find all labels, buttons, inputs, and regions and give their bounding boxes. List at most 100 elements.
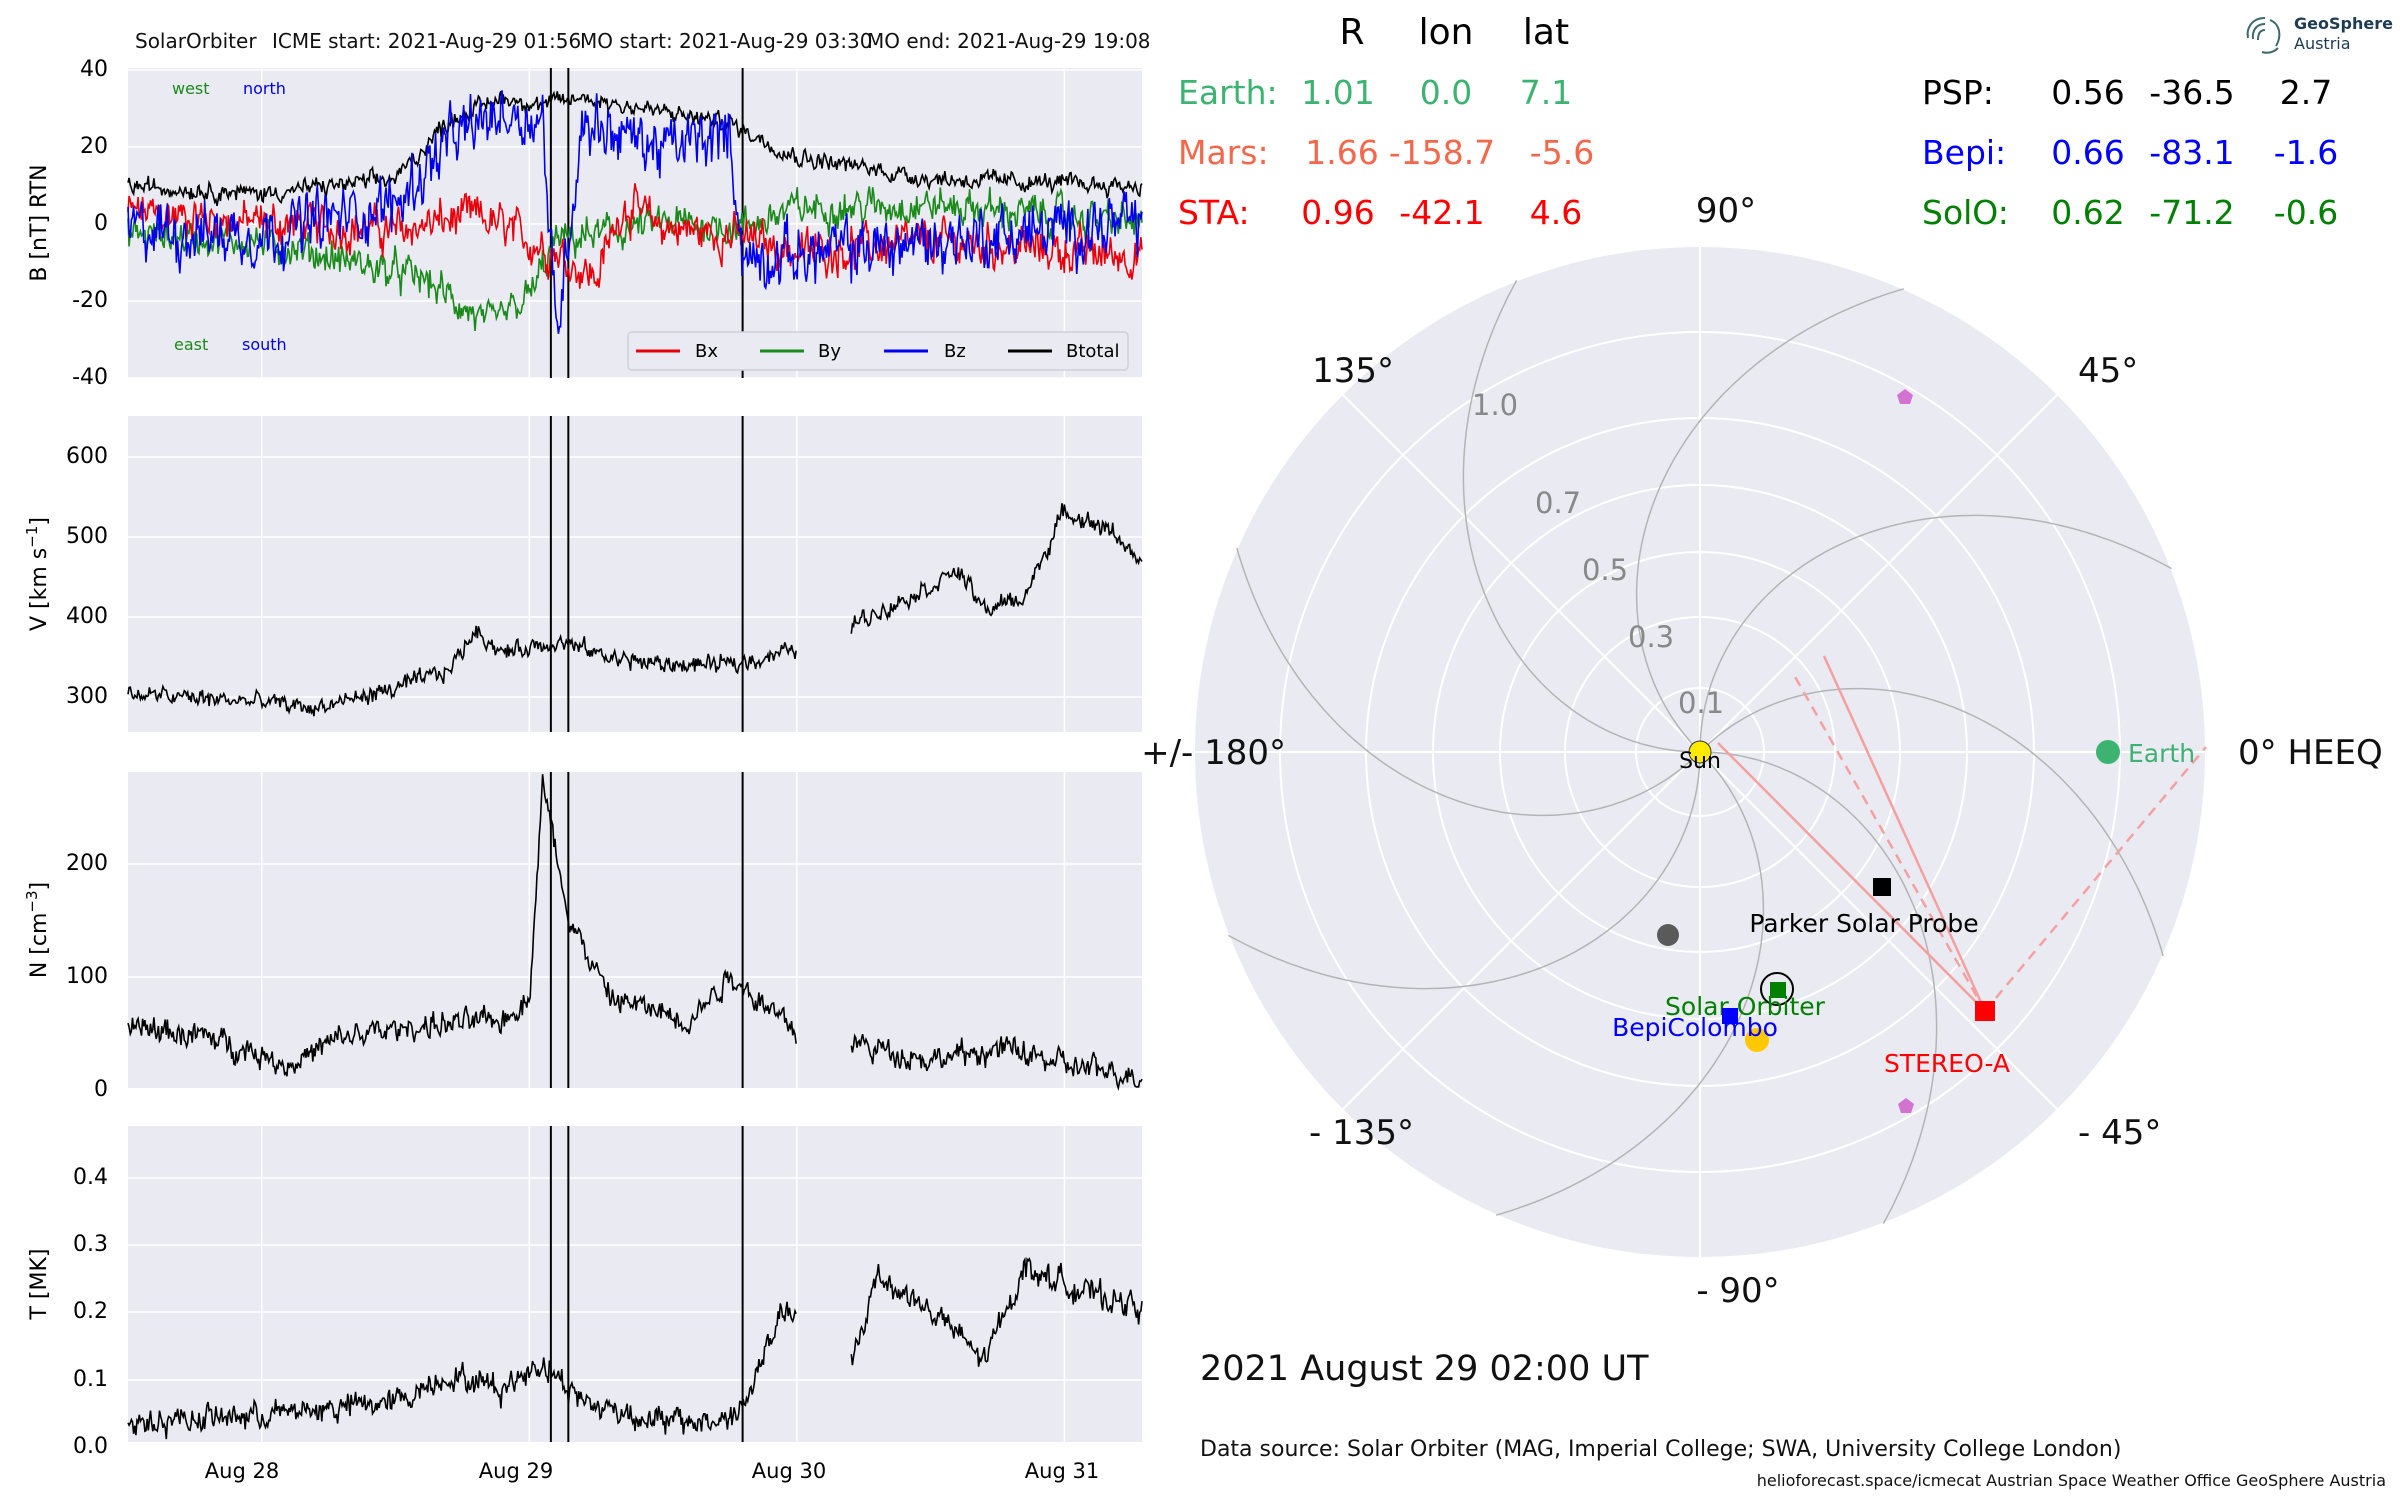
t-ytick: 0.1 — [73, 1367, 108, 1392]
n-ytick: 100 — [66, 964, 108, 989]
parker-spirals — [1228, 280, 2172, 1224]
psp-marker — [1873, 878, 1891, 896]
panel-n-event-lines — [549, 772, 744, 1088]
panel-v-bg — [128, 416, 1142, 732]
panel-v-event-lines — [549, 416, 744, 732]
row-r: 1.66 — [1305, 133, 1378, 172]
radial-label: 0.3 — [1628, 620, 1674, 654]
xtick: Aug 29 — [479, 1459, 553, 1483]
sta-fov-lines — [1717, 655, 2207, 1012]
n-ytick: 200 — [66, 851, 108, 876]
t-ytick: 0.2 — [73, 1299, 108, 1324]
logo-sub: Austria — [2294, 34, 2351, 53]
parker-spiral — [1495, 751, 1765, 1216]
angle-label-m45: - 45° — [2078, 1113, 2161, 1153]
angular-gridline — [1699, 751, 2059, 1111]
panel-n-grid — [128, 772, 1142, 1091]
panel-t-bg — [128, 1126, 1142, 1442]
north-label: north — [243, 79, 286, 98]
row-lat: 2.7 — [2280, 73, 2332, 112]
angle-label-0: 0° HEEQ — [2238, 733, 2383, 773]
v-ytick: 300 — [66, 684, 108, 709]
data-source: Data source: Solar Orbiter (MAG, Imperia… — [1200, 1437, 2121, 1462]
sta-fov-solid — [1717, 742, 1986, 1012]
venus-marker — [1745, 1028, 1769, 1052]
row-psp: PSP: 0.56 -36.5 2.7 — [1922, 73, 2332, 112]
mo-end-label: MO end: 2021-Aug-29 19:08 — [867, 29, 1151, 53]
row-name: PSP: — [1922, 73, 1994, 112]
angle-label-180: +/- 180° — [1141, 733, 1286, 773]
panel-v: V [km s−1] 600 500 400 300 — [23, 416, 1143, 732]
pentagon-marker-bottom — [1898, 1098, 1914, 1113]
angle-label-90: 90° — [1696, 191, 1756, 231]
solo-ring — [1760, 972, 1794, 1006]
legend-bx: Bx — [695, 341, 718, 362]
row-r: 0.56 — [2051, 73, 2124, 112]
n-ylabel-end: ] — [27, 882, 52, 891]
row-lat: 4.6 — [1530, 193, 1582, 232]
row-lon: 0.0 — [1420, 73, 1472, 112]
header-r: R — [1339, 12, 1364, 53]
radial-label: 0.7 — [1535, 486, 1581, 520]
angle-label-135: 135° — [1312, 351, 1394, 391]
row-mars: Mars: 1.66 -158.7 -5.6 — [1178, 133, 1594, 172]
n-ylabel-main: N [cm — [27, 913, 52, 979]
t-ytick: 0.4 — [73, 1165, 108, 1190]
b-ytick: -20 — [72, 288, 108, 313]
n-series — [127, 774, 1143, 1092]
row-lat: 7.1 — [1520, 73, 1572, 112]
v-ytick: 500 — [66, 524, 108, 549]
row-lon: -83.1 — [2149, 133, 2234, 172]
parker-spiral — [1462, 280, 1700, 753]
positions-table: R lon lat Earth: 1.01 0.0 7.1 Mars: 1.66… — [1178, 12, 2338, 232]
sta-marker — [1975, 1001, 1995, 1021]
row-r: 0.66 — [2051, 133, 2124, 172]
v-ylabel: V [km s−1] — [23, 517, 52, 631]
row-name: Mars: — [1178, 133, 1269, 172]
angular-gridline — [1341, 751, 1701, 1111]
b-yticks: 40 20 0 -20 -40 — [72, 57, 108, 390]
row-bepi: Bepi: 0.66 -83.1 -1.6 — [1922, 133, 2338, 172]
angle-label-m90: - 90° — [1696, 1271, 1779, 1311]
radial-labels: 1.0 0.7 0.5 0.3 0.1 — [1472, 388, 1724, 720]
footer-credit: helioforecast.space/icmecat Austrian Spa… — [1757, 1471, 2386, 1490]
bepi-label: BepiColombo — [1612, 1013, 1778, 1042]
radial-label: 0.1 — [1678, 686, 1724, 720]
angle-labels: 90° 45° 0° HEEQ - 45° - 90° - 135° +/- 1… — [1141, 191, 2383, 1311]
row-lon: -158.7 — [1389, 133, 1495, 172]
t-ylabel: T [MK] — [27, 1248, 52, 1320]
b-ytick: 0 — [94, 211, 108, 236]
row-lon: -36.5 — [2149, 73, 2234, 112]
sta-fov-solid — [1822, 655, 1987, 1012]
row-lon: -42.1 — [1399, 193, 1484, 232]
t-series — [127, 1256, 1143, 1440]
radial-label: 0.5 — [1582, 553, 1628, 587]
east-label: east — [174, 335, 208, 354]
v-yticks: 600 500 400 300 — [66, 444, 108, 709]
parker-spiral — [1236, 547, 1701, 817]
row-solo: SolO: 0.62 -71.2 -0.6 — [1922, 193, 2338, 232]
bepi-marker — [1722, 1008, 1738, 1024]
angle-label-m135: - 135° — [1309, 1113, 1414, 1153]
xtick: Aug 30 — [752, 1459, 826, 1483]
logo-name: GeoSphere — [2294, 14, 2393, 33]
b-ytick: -40 — [72, 365, 108, 390]
parker-spiral — [1700, 751, 1938, 1224]
mercury-marker — [1657, 924, 1679, 946]
polar-grid — [1193, 245, 2207, 1259]
bz-series — [127, 90, 1143, 334]
row-r: 0.62 — [2051, 193, 2124, 232]
b-ytick: 20 — [80, 134, 108, 159]
legend-btot: Btotal — [1066, 341, 1120, 362]
solo-label: Solar Orbiter — [1665, 992, 1826, 1021]
x-axis-ticks: Aug 28 Aug 29 Aug 30 Aug 31 — [205, 1459, 1099, 1483]
panel-n-bg — [128, 772, 1142, 1088]
b-legend: Bx By Bz Btotal — [627, 331, 1129, 371]
header-lon: lon — [1419, 12, 1474, 53]
angular-gridline — [1699, 393, 2059, 753]
sun-marker — [1688, 740, 1712, 764]
icme-start-label: ICME start: 2021-Aug-29 01:56 — [272, 29, 581, 53]
earth-label: Earth — [2128, 739, 2195, 768]
legend-by: By — [818, 341, 841, 362]
n-ylabel: N [cm−3] — [23, 882, 52, 978]
